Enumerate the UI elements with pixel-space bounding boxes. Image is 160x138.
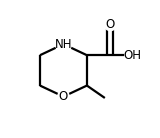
Circle shape xyxy=(105,19,116,31)
Text: O: O xyxy=(106,18,115,31)
Circle shape xyxy=(58,91,69,102)
Circle shape xyxy=(55,36,72,52)
Text: O: O xyxy=(59,90,68,103)
Circle shape xyxy=(125,48,140,63)
Text: NH: NH xyxy=(55,38,72,51)
Text: OH: OH xyxy=(124,49,141,62)
